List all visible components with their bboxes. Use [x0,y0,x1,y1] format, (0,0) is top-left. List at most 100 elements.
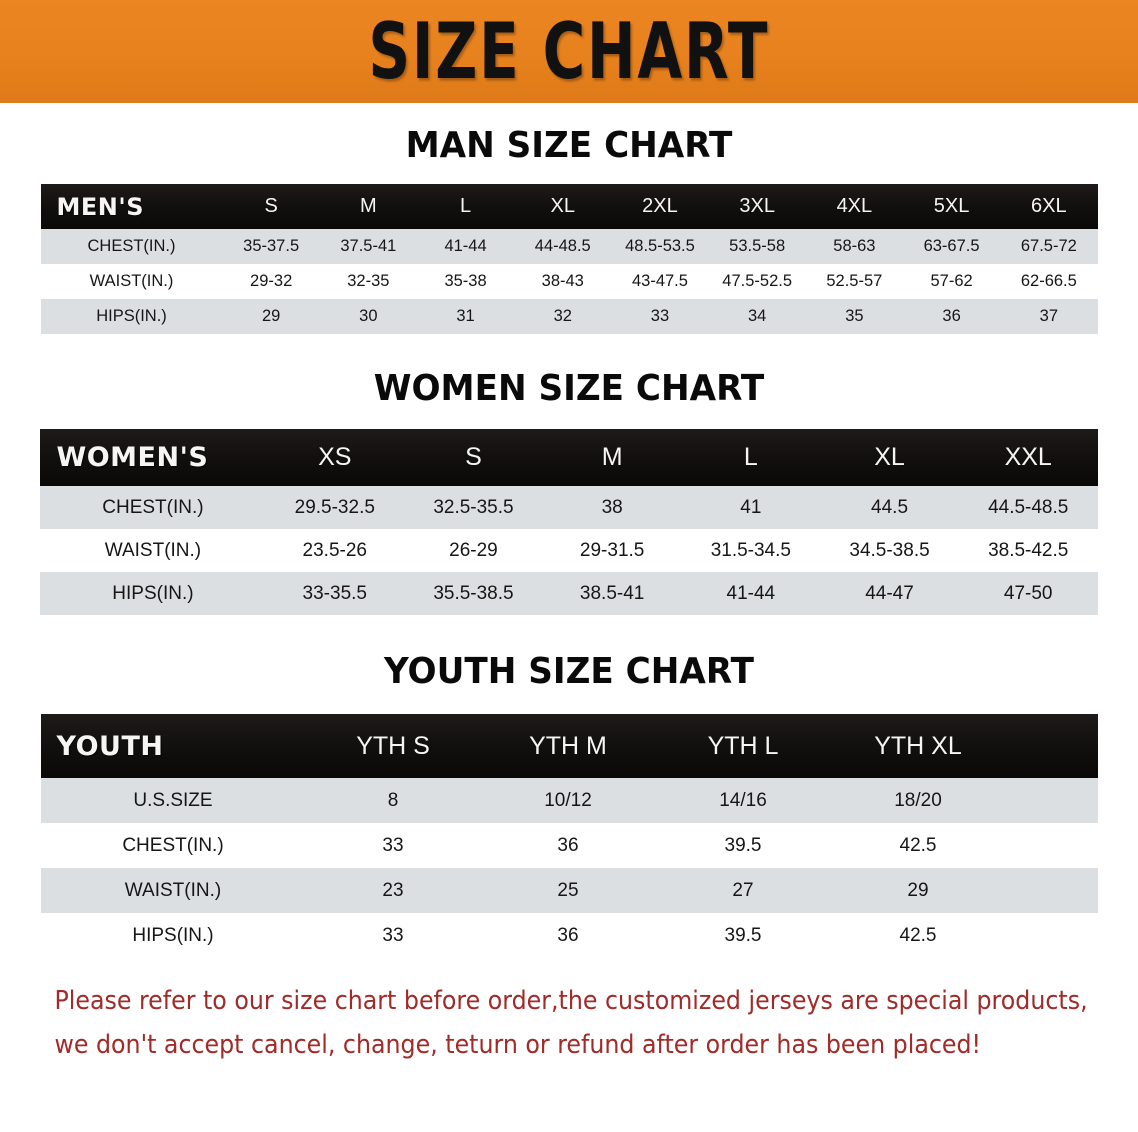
page-title: SIZE CHART [368,5,770,97]
order-policy-disclaimer: Please refer to our size chart before or… [34,980,1088,1068]
man-cell-r1-c8: 62-66.5 [1020,272,1077,290]
youth-table-header-row: YOUTH YTH S YTH M YTH L YTH XL [40,714,1098,778]
youth-size-chart-heading: YOUTH SIZE CHART [384,651,754,692]
man-cell-r2-c3: 32 [553,307,572,325]
youth-size-chart-table: YOUTH YTH S YTH M YTH L YTH XL U.S.SIZE 8 10/12… [40,714,1098,958]
size-chart-banner: SIZE CHART [0,0,1138,103]
man-cell-r0-c0: 35-37.5 [243,237,300,255]
table-row: WAIST(IN.) 29-32 32-35 35-38 38-43 43-47.5 47.… [40,264,1098,299]
women-column-header-0: XS [265,429,405,486]
women-cell-r0-c0: 29.5-32.5 [294,496,375,518]
youth-row-label-1: CHEST(IN.) [122,834,224,856]
youth-row-label-0: U.S.SIZE [133,789,213,811]
women-table-header-row: WOMEN'S XS S M L XL XXL [40,429,1098,486]
women-row-label-1: WAIST(IN.) [104,539,202,561]
youth-cell-r1-c1: 36 [557,834,579,856]
man-column-header-2: L [416,184,515,229]
man-column-header-8: 6XL [1000,184,1098,229]
man-cell-r0-c7: 63-67.5 [923,237,980,255]
youth-column-header-3: YTH XL [830,714,1006,778]
women-size-chart-table: WOMEN'S XS S M L XL XXL CHEST(IN.) 29.5-32.5 32.5… [40,429,1098,615]
table-row: CHEST(IN.) 33 36 39.5 42.5 [40,823,1098,868]
youth-cell-r2-c0: 23 [382,879,404,901]
youth-cell-r1-c0: 33 [382,834,404,856]
man-column-header-6: 4XL [805,184,903,229]
youth-cell-spacer [1006,868,1098,913]
women-column-header-3: L [681,429,821,486]
women-table-corner-label: WOMEN'S [40,429,266,486]
women-cell-r0-c3: 41 [740,496,762,518]
women-column-header-1: S [404,429,543,486]
women-cell-r1-c4: 34.5-38.5 [849,539,930,561]
youth-cell-r3-c3: 42.5 [899,924,937,946]
man-cell-r2-c7: 36 [942,307,961,325]
women-cell-r1-c5: 38.5-42.5 [988,539,1069,561]
women-cell-r0-c2: 38 [601,496,623,518]
women-cell-r2-c0: 33-35.5 [302,582,367,604]
youth-cell-r0-c1: 10/12 [544,789,592,811]
man-cell-r0-c8: 67.5-72 [1020,237,1077,255]
man-column-header-4: 2XL [611,184,709,229]
man-cell-r0-c1: 37.5-41 [340,237,397,255]
man-cell-r1-c2: 35-38 [444,272,487,290]
man-cell-r0-c3: 44-48.5 [534,237,591,255]
man-column-header-5: 3XL [708,184,806,229]
youth-cell-spacer [1006,913,1098,958]
youth-table-corner-label: YOUTH [40,714,306,778]
women-cell-r1-c3: 31.5-34.5 [710,539,791,561]
man-cell-r0-c2: 41-44 [444,237,487,255]
table-row: HIPS(IN.) 29 30 31 32 33 34 35 36 37 [40,299,1098,334]
man-table-corner-label: MEN'S [40,184,223,229]
table-row: CHEST(IN.) 29.5-32.5 32.5-35.5 38 41 44.5 44.5… [40,486,1098,529]
table-row: HIPS(IN.) 33 36 39.5 42.5 [40,913,1098,958]
man-size-chart-heading: MAN SIZE CHART [405,125,733,166]
youth-cell-r2-c3: 29 [907,879,929,901]
man-column-header-1: M [319,184,417,229]
man-cell-r1-c3: 38-43 [541,272,584,290]
women-cell-r2-c2: 38.5-41 [579,582,645,604]
man-cell-r1-c4: 43-47.5 [631,272,688,290]
youth-column-header-spacer [1005,714,1098,778]
man-cell-r1-c7: 57-62 [930,272,973,290]
man-column-header-7: 5XL [902,184,1001,229]
youth-row-label-2: WAIST(IN.) [124,879,222,901]
man-cell-r2-c8: 37 [1039,307,1059,325]
man-row-label-1: WAIST(IN.) [89,272,174,290]
man-cell-r1-c0: 29-32 [250,272,293,290]
women-column-header-4: XL [820,429,959,486]
women-size-chart-heading: WOMEN SIZE CHART [373,368,765,409]
women-row-label-2: HIPS(IN.) [112,582,194,604]
table-row: WAIST(IN.) 23.5-26 26-29 29-31.5 31.5-34.5 34… [40,529,1098,572]
women-cell-r0-c5: 44.5-48.5 [988,496,1069,518]
youth-cell-r0-c3: 18/20 [894,789,942,811]
man-cell-r2-c1: 30 [359,307,378,325]
man-cell-r2-c6: 35 [845,307,864,325]
disclaimer-line-2: we don't accept cancel, change, teturn o… [54,1029,982,1060]
women-cell-r1-c0: 23.5-26 [302,539,367,561]
women-cell-r2-c3: 41-44 [726,582,776,604]
youth-cell-r1-c2: 39.5 [724,834,762,856]
youth-cell-spacer [1006,778,1098,823]
youth-cell-r3-c0: 33 [382,924,404,946]
youth-cell-r0-c0: 8 [387,789,399,811]
youth-column-header-2: YTH L [655,714,831,778]
youth-cell-r1-c3: 42.5 [899,834,937,856]
man-table-header-row: MEN'S S M L XL 2XL 3XL 4XL 5XL 6XL [40,184,1098,229]
youth-column-header-0: YTH S [305,714,481,778]
man-size-chart-table-wrapper: MEN'S S M L XL 2XL 3XL 4XL 5XL 6XL CHEST(IN.) 35-37… [0,184,1138,334]
women-cell-r0-c4: 44.5 [871,496,909,518]
youth-cell-r0-c2: 14/16 [719,789,767,811]
man-column-header-3: XL [514,184,612,229]
women-column-header-5: XXL [958,429,1098,486]
youth-cell-r3-c1: 36 [557,924,579,946]
youth-cell-r3-c2: 39.5 [724,924,762,946]
disclaimer-line-1: Please refer to our size chart before or… [54,986,1088,1016]
women-cell-r1-c1: 26-29 [449,539,498,561]
man-size-chart-table: MEN'S S M L XL 2XL 3XL 4XL 5XL 6XL CHEST(IN.) 35-37… [40,184,1098,334]
man-cell-r0-c4: 48.5-53.5 [625,237,695,255]
women-column-header-2: M [542,429,682,486]
youth-cell-r2-c1: 25 [557,879,579,901]
women-row-label-0: CHEST(IN.) [102,496,204,518]
table-row: WAIST(IN.) 23 25 27 29 [40,868,1098,913]
table-row: HIPS(IN.) 33-35.5 35.5-38.5 38.5-41 41-44 44-… [40,572,1098,615]
